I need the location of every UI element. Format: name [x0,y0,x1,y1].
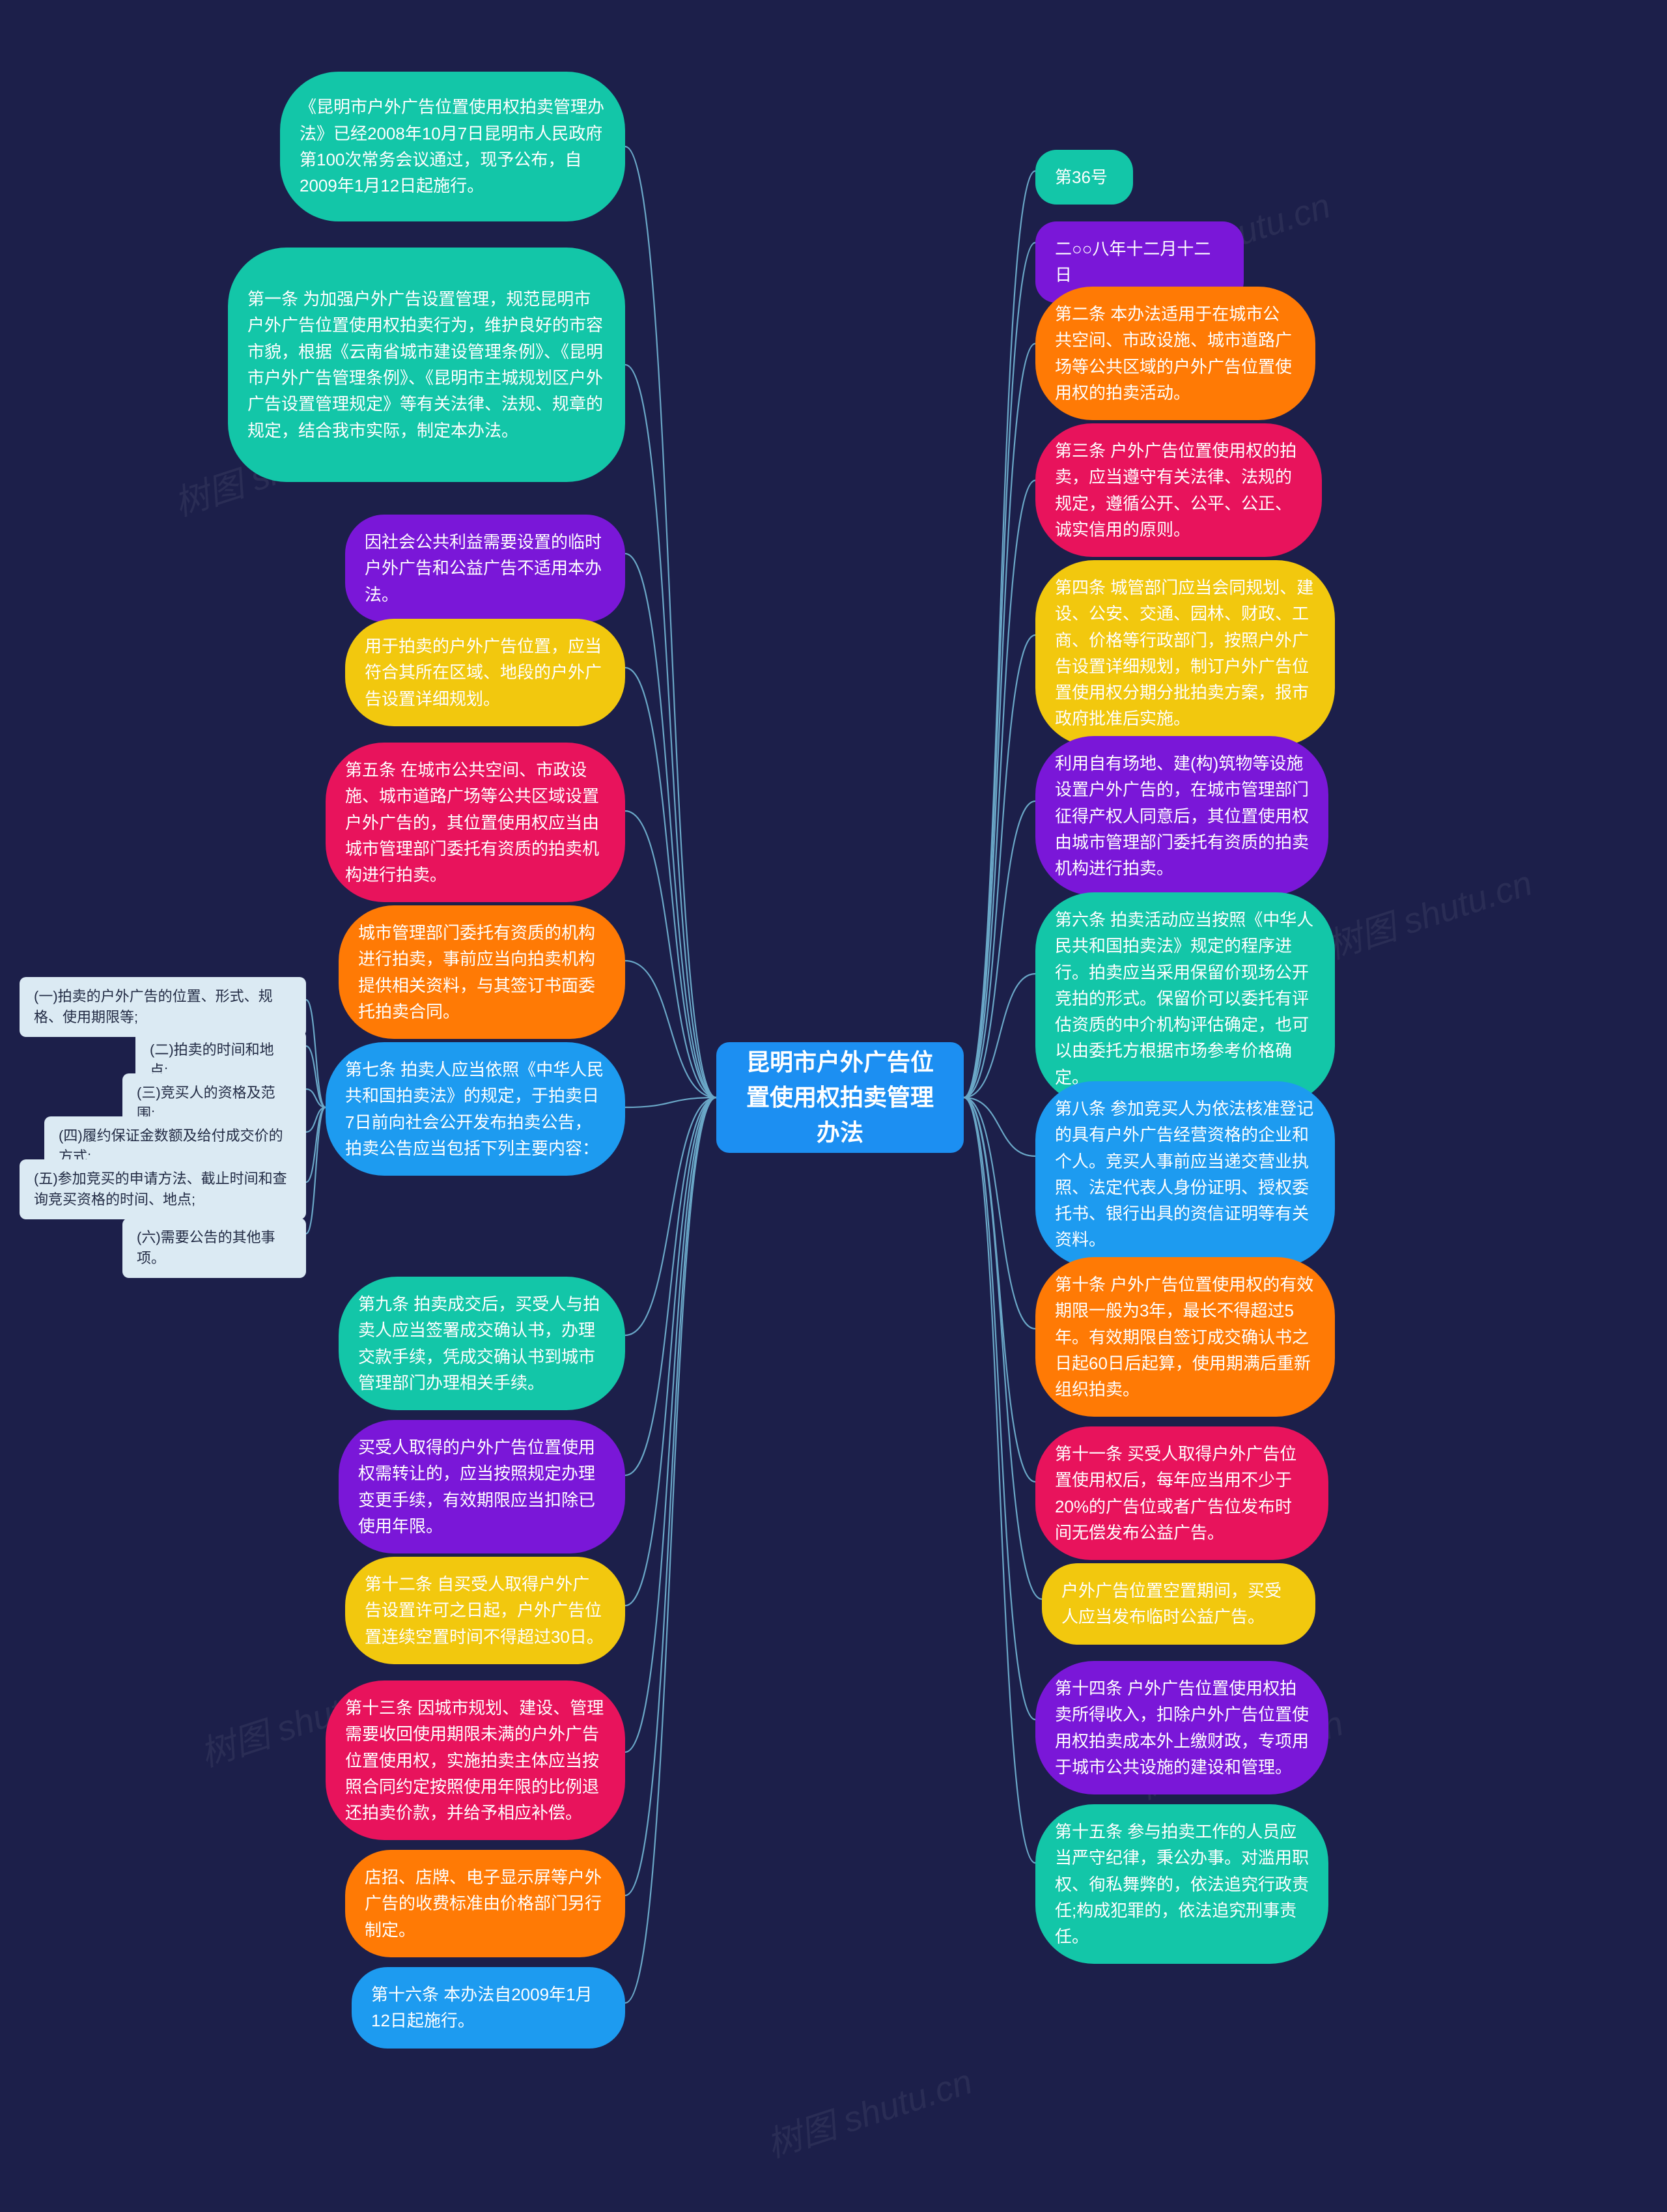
branch-node: 第十六条 本办法自2009年1月12日起施行。 [352,1967,625,2049]
leaf-node: (一)拍卖的户外广告的位置、形式、规格、使用期限等; [20,977,306,1037]
leaf-node: (五)参加竞买的申请方法、截止时间和查询竞买资格的时间、地点; [20,1159,306,1219]
branch-node: 第二条 本办法适用于在城市公共空间、市政设施、城市道路广场等公共区域的户外广告位… [1035,287,1315,420]
branch-node: 户外广告位置空置期间，买受人应当发布临时公益广告。 [1042,1563,1315,1645]
branch-node: 买受人取得的户外广告位置使用权需转让的，应当按照规定办理变更手续，有效期限应当扣… [339,1420,625,1553]
watermark: 树图 shutu.cn [1319,854,1538,969]
mindmap-stage: 树图 shutu.cn树图 shutu.cn树图 shutu.cn树图 shut… [0,0,1667,2212]
branch-node: 第六条 拍卖活动应当按照《中华人民共和国拍卖法》规定的程序进行。拍卖应当采用保留… [1035,892,1335,1105]
branch-node: 第一条 为加强户外广告设置管理，规范昆明市户外广告位置使用权拍卖行为，维护良好的… [228,248,625,482]
branch-node: 第九条 拍卖成交后，买受人与拍卖人应当签署成交确认书，办理交款手续，凭成交确认书… [339,1277,625,1410]
branch-node: 第十条 户外广告位置使用权的有效期限一般为3年，最长不得超过5年。有效期限自签订… [1035,1257,1335,1417]
branch-node: 第三条 户外广告位置使用权的拍卖，应当遵守有关法律、法规的规定，遵循公开、公平、… [1035,423,1322,557]
branch-node: 第八条 参加竞买人为依法核准登记的具有户外广告经营资格的企业和个人。竞买人事前应… [1035,1081,1335,1268]
branch-node: 第十一条 买受人取得户外广告位置使用权后，每年应当用不少于20%的广告位或者广告… [1035,1426,1328,1560]
watermark: 树图 shutu.cn [759,2052,978,2167]
branch-node: 《昆明市户外广告位置使用权拍卖管理办法》已经2008年10月7日昆明市人民政府第… [280,72,625,221]
leaf-node: (六)需要公告的其他事项。 [122,1218,306,1278]
branch-node: 第十三条 因城市规划、建设、管理需要收回使用期限未满的户外广告位置使用权，实施拍… [326,1680,625,1840]
branch-node: 第十二条 自买受人取得户外广告设置许可之日起，户外广告位置连续空置时间不得超过3… [345,1557,625,1664]
branch-node: 第七条 拍卖人应当依照《中华人民共和国拍卖法》的规定，于拍卖日7日前向社会公开发… [326,1042,625,1176]
branch-node: 店招、店牌、电子显示屏等户外广告的收费标准由价格部门另行制定。 [345,1850,625,1957]
branch-node: 城市管理部门委托有资质的机构进行拍卖，事前应当向拍卖机构提供相关资料，与其签订书… [339,905,625,1039]
branch-node: 第四条 城管部门应当会同规划、建设、公安、交通、园林、财政、工商、价格等行政部门… [1035,560,1335,746]
branch-node: 第十四条 户外广告位置使用权拍卖所得收入，扣除户外广告位置使用权拍卖成本外上缴财… [1035,1661,1328,1794]
branch-node: 第五条 在城市公共空间、市政设施、城市道路广场等公共区域设置户外广告的，其位置使… [326,743,625,902]
branch-node: 第36号 [1035,150,1133,205]
root-node: 昆明市户外广告位置使用权拍卖管理办法 [716,1042,964,1153]
branch-node: 用于拍卖的户外广告位置，应当符合其所在区域、地段的户外广告设置详细规划。 [345,619,625,726]
branch-node: 利用自有场地、建(构)筑物等设施设置户外广告的，在城市管理部门征得产权人同意后，… [1035,736,1328,896]
branch-node: 第十五条 参与拍卖工作的人员应当严守纪律，秉公办事。对滥用职权、徇私舞弊的，依法… [1035,1804,1328,1964]
branch-node: 因社会公共利益需要设置的临时户外广告和公益广告不适用本办法。 [345,515,625,622]
